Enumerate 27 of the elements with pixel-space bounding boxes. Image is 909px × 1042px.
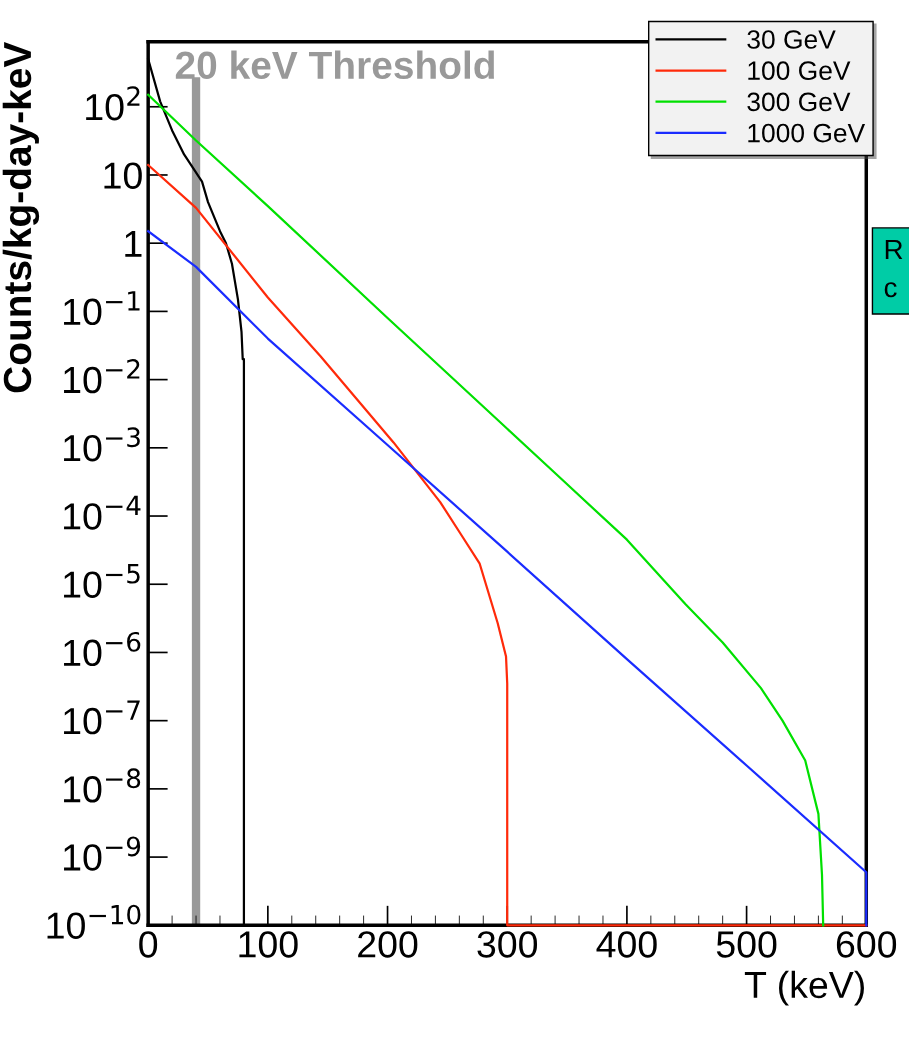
y-tick-label: 10$^{−7}$ (64, 700, 140, 735)
x-tick-label: 300 (477, 931, 538, 958)
text: R c (884, 240, 903, 298)
legend-label: 1000 GeV (748, 123, 866, 143)
x-tick-label: 600 (836, 931, 897, 958)
y-tick-label: 10$^{2}$ (86, 86, 140, 121)
y-tick-label: 10$^{−9}$ (64, 836, 141, 871)
x-tick-label: 400 (596, 931, 657, 958)
y-tick-label: 10$^{−5}$ (64, 564, 140, 598)
x-tick-label: 0 (139, 931, 158, 958)
y-tick-label: 10$^{−1}$ (64, 291, 140, 326)
legend-label: 300 GeV (747, 92, 851, 112)
legend-label: 100 GeV (748, 61, 851, 81)
y-tick-label: 10$^{−8}$ (64, 768, 141, 803)
x-tick-label: 200 (358, 931, 418, 958)
y-tick-label: 1 (125, 230, 142, 257)
y-axis-title: Counts/kg-day-keV (2, 41, 40, 393)
y-tick-label: 10$^{−3}$ (64, 427, 140, 462)
y-tick-label: 10$^{−6}$ (64, 631, 141, 667)
legend-label: 30 GeV (747, 30, 836, 49)
ref-line-label: 20 keV Threshold (175, 50, 494, 80)
y-tick-label: 10$^{−2}$ (64, 359, 140, 394)
x-tick-label: 100 (239, 931, 298, 958)
x-axis-title: T (keV) (744, 970, 864, 1006)
y-tick-label: 10 (104, 162, 142, 189)
x-tick-label: 500 (716, 931, 777, 958)
y-tick-label: 10$^{−4}$ (64, 495, 141, 530)
